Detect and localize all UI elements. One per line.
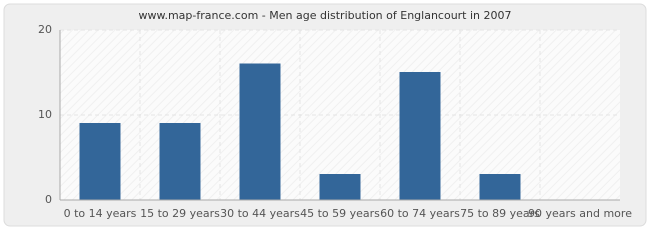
- x-tick-label: 30 to 44 years: [220, 207, 300, 220]
- y-tick-label: 20: [38, 23, 52, 36]
- page: {"chart_data": {"type": "bar", "title": …: [3, 3, 647, 227]
- chart: www.map-france.com - Men age distributio…: [3, 3, 647, 227]
- bar: [479, 174, 521, 201]
- x-tick-label: 90 years and more: [528, 207, 632, 220]
- y-tick-label: 10: [38, 108, 52, 121]
- x-tick-label: 75 to 89 years: [460, 207, 540, 220]
- bar: [239, 63, 281, 201]
- x-tick-label: 60 to 74 years: [380, 207, 460, 220]
- bar: [79, 123, 121, 201]
- y-tick-label: 0: [45, 193, 52, 206]
- bar: [319, 174, 361, 201]
- x-tick-label: 15 to 29 years: [140, 207, 220, 220]
- x-tick-label: 0 to 14 years: [64, 207, 137, 220]
- x-tick-label: 45 to 59 years: [300, 207, 380, 220]
- chart-title: www.map-france.com - Men age distributio…: [138, 9, 511, 22]
- bar: [399, 72, 441, 201]
- bar: [159, 123, 201, 201]
